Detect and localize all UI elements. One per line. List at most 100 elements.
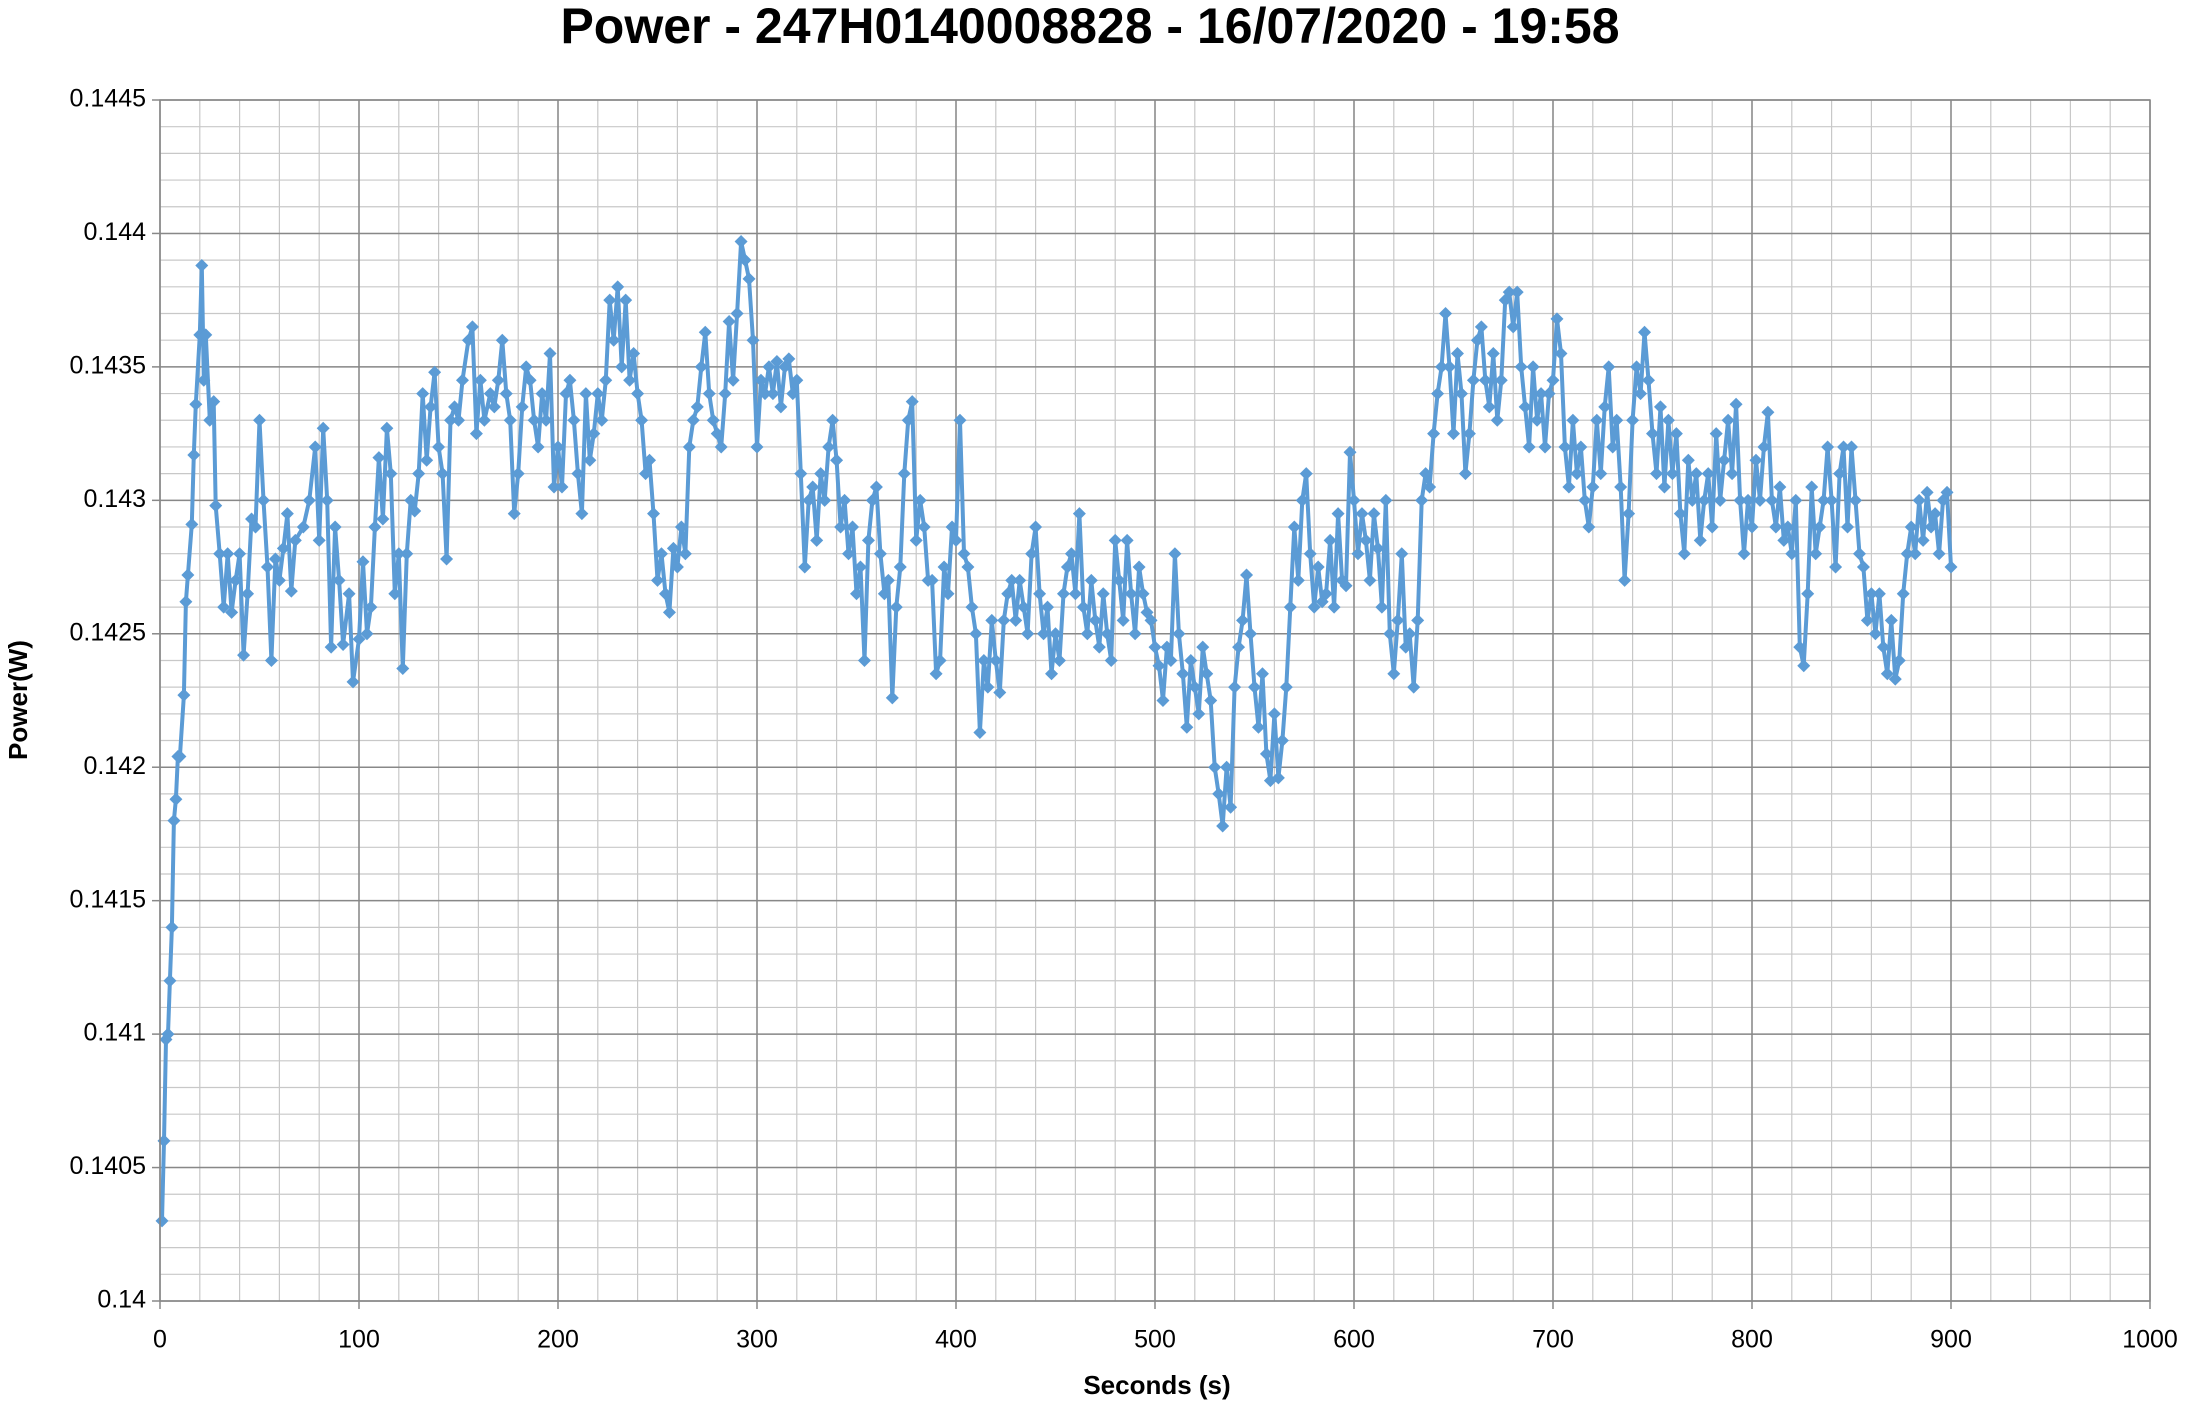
data-point [1657,480,1671,494]
data-point [197,373,211,387]
data-point [1164,653,1178,667]
data-point [1319,587,1333,601]
data-point [1359,533,1373,547]
data-point [1049,627,1062,641]
data-point [734,234,748,248]
data-point [873,547,887,561]
data-point [203,413,217,427]
data-point [1064,547,1078,561]
data-point [1522,440,1536,454]
data-point [535,387,549,401]
data-point [412,467,426,481]
data-point [1701,467,1715,481]
data-point [1403,627,1417,641]
data-point [428,365,442,379]
data-point [1940,485,1954,499]
data-point [1797,659,1811,673]
x-tick-label: 400 [935,1326,977,1354]
data-point [1614,480,1628,494]
data-point [1196,640,1210,654]
data-point [225,605,239,619]
data-point [1037,627,1051,641]
data-point [770,355,784,369]
data-point [647,507,661,521]
data-point [885,691,899,705]
data-point [1128,627,1142,641]
data-point [376,512,390,526]
data-point [786,387,800,401]
data-point [1447,427,1460,441]
data-point [1168,547,1182,561]
data-point [1367,507,1381,521]
data-point [1427,427,1441,441]
data-point [1450,347,1464,361]
data-point [1864,587,1878,601]
data-point [850,587,863,601]
data-point [1136,587,1150,601]
data-point [842,547,856,561]
data-point [1072,507,1086,521]
data-point [834,520,848,534]
data-point [1152,659,1166,673]
data-point [408,504,422,518]
data-point [1916,533,1930,547]
data-point [1283,600,1297,614]
data-point [527,413,541,427]
data-point [1287,520,1301,534]
data-point [531,440,545,454]
data-point [1248,680,1261,694]
data-point [985,613,999,627]
data-point [1825,493,1839,507]
data-point [1060,560,1074,574]
data-point [229,573,243,587]
data-point [1665,467,1679,481]
data-point [925,573,939,587]
data-point [499,387,513,401]
data-point [742,272,756,286]
data-point [1351,547,1365,561]
data-point [336,637,350,651]
data-point [1510,285,1524,299]
data-point [1848,493,1862,507]
data-point [857,653,871,667]
data-point [1749,453,1763,467]
data-point [830,453,844,467]
data-point [1387,667,1401,681]
data-point [1626,413,1640,427]
data-point [1920,485,1934,499]
data-point [654,547,668,561]
data-point [957,547,971,561]
data-point [444,413,458,427]
data-point [1419,467,1433,481]
data-point [1399,640,1413,654]
data-point [774,400,788,414]
data-point [1431,387,1445,401]
data-point [1590,413,1604,427]
data-point [1896,587,1910,601]
data-point [1240,568,1254,582]
data-point [280,507,294,521]
data-point [682,440,696,454]
data-point [1944,560,1958,574]
data-point [436,467,450,481]
data-point [169,792,183,806]
data-point [249,520,263,534]
data-point [1244,627,1258,641]
data-point [195,258,209,272]
data-point [1307,600,1321,614]
data-point [949,533,963,547]
data-point [651,573,664,587]
data-point [702,387,716,401]
data-point [1634,387,1648,401]
data-point [1375,600,1389,614]
data-point [440,552,454,566]
data-point [1538,440,1552,454]
data-point [1765,493,1779,507]
data-point [328,520,342,534]
data-point [181,568,195,582]
data-point [583,453,597,467]
data-point [1506,320,1520,334]
data-point [448,400,462,414]
data-point [889,600,903,614]
data-point [1924,520,1938,534]
